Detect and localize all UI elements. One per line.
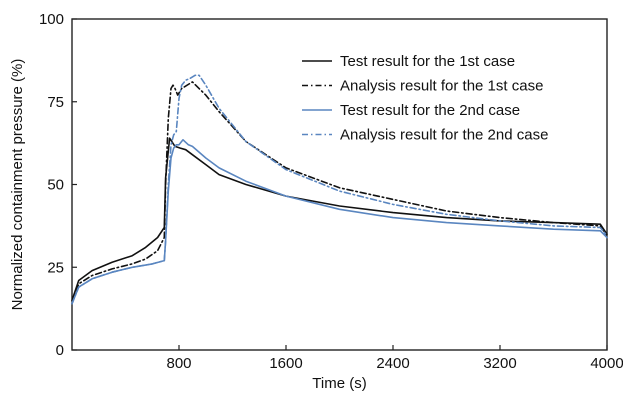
series-layer: [71, 74, 608, 305]
legend-label: Test result for the 1st case: [340, 53, 515, 70]
x-axis-title: Time (s): [312, 375, 366, 392]
x-axis: 800 1600 2400 3200 4000: [166, 345, 623, 372]
x-tick-label: 800: [166, 355, 191, 372]
y-tick-label: 50: [47, 177, 64, 194]
x-tick-label: 3200: [483, 355, 516, 372]
legend-label: Analysis result for the 1st case: [340, 78, 543, 95]
x-tick-label: 4000: [590, 355, 623, 372]
x-tick-label: 1600: [269, 355, 302, 372]
y-axis: 0 25 50 75 100: [39, 11, 77, 359]
legend-label: Test result for the 2nd case: [340, 102, 520, 119]
legend: Test result for the 1st case Analysis res…: [302, 53, 548, 144]
x-tick-label: 2400: [376, 355, 409, 372]
series-line-2: [71, 81, 608, 305]
y-tick-label: 75: [47, 94, 64, 111]
y-tick-label: 100: [39, 11, 64, 28]
y-tick-label: 0: [56, 342, 64, 359]
y-tick-label: 25: [47, 259, 64, 276]
series-line-4: [71, 74, 608, 305]
y-axis-title: Normalized containment pressure (%): [9, 59, 26, 311]
legend-label: Analysis result for the 2nd case: [340, 127, 548, 144]
series-line-1: [71, 137, 608, 302]
